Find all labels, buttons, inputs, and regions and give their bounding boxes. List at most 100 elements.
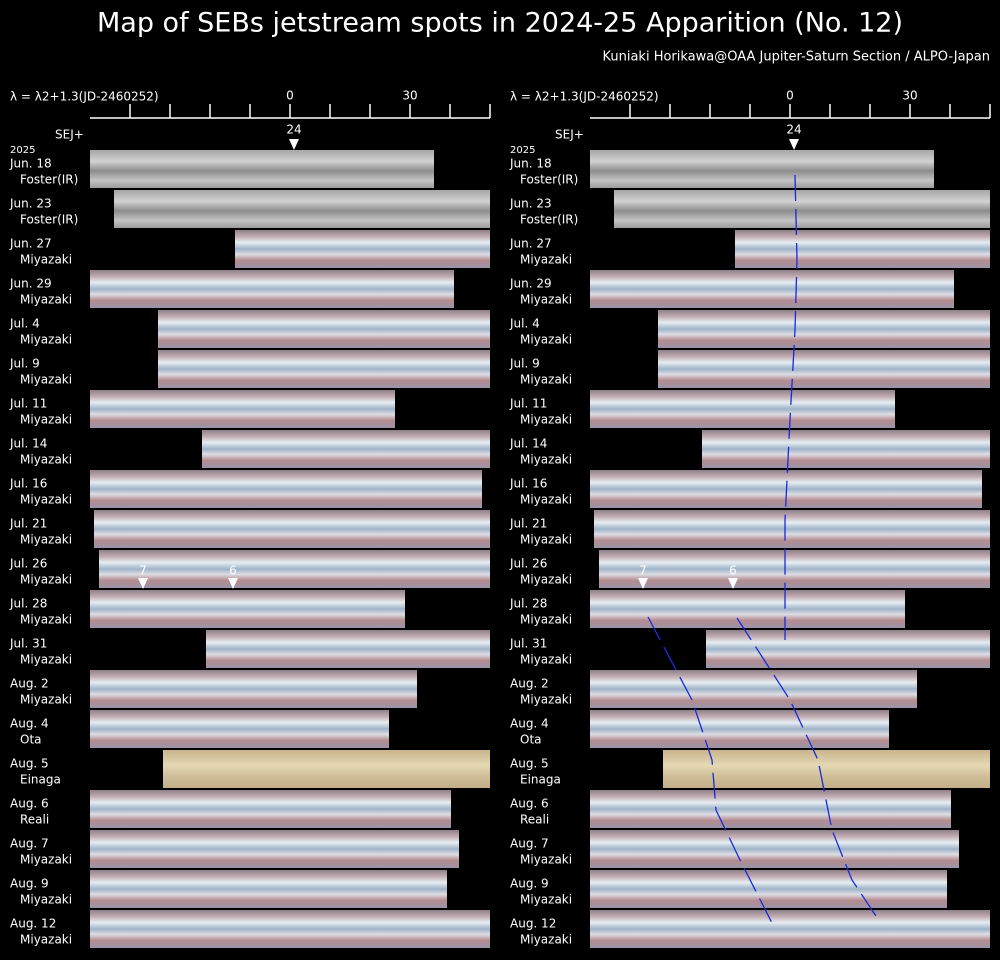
row-observer: Miyazaki: [20, 493, 72, 507]
credit: Kuniaki Horikawa@OAA Jupiter-Saturn Sect…: [602, 50, 990, 65]
image-strip: [90, 270, 454, 308]
spot-marker: [638, 578, 648, 589]
spot-marker: [789, 139, 799, 150]
image-strip: [590, 910, 990, 948]
row-observer: Miyazaki: [20, 933, 72, 947]
spot-label: 6: [729, 564, 737, 578]
reference-spot: 24: [786, 123, 801, 137]
row-observer: Ota: [20, 733, 42, 747]
axis-label: λ = λ2+1.3(JD-2460252): [10, 90, 159, 104]
axis-tick-label: 30: [902, 89, 917, 103]
row-observer: Foster(IR): [520, 213, 578, 227]
image-strip: [235, 230, 490, 268]
drift-line: [784, 174, 798, 640]
row-observer: Miyazaki: [520, 893, 572, 907]
row-date: Aug. 6: [10, 797, 49, 811]
drift-line: [647, 616, 774, 926]
spot-marker: [728, 578, 738, 589]
row-observer: Foster(IR): [20, 173, 78, 187]
row-observer: Miyazaki: [20, 853, 72, 867]
row-observer: Miyazaki: [20, 413, 72, 427]
row-date: Jun. 23: [509, 197, 552, 211]
image-strip: [114, 190, 490, 228]
row-date: Aug. 5: [10, 757, 49, 771]
row-observer: Miyazaki: [520, 933, 572, 947]
image-strip: [90, 590, 405, 628]
spot-label: 7: [639, 564, 647, 578]
row-date: Jul. 28: [9, 597, 47, 611]
row-date: Jun. 27: [9, 237, 52, 251]
image-strip: [158, 310, 490, 348]
row-date: Jul. 11: [509, 397, 547, 411]
image-strip: [599, 550, 990, 588]
row-date: Aug. 2: [10, 677, 49, 691]
row-date: Jun. 27: [509, 237, 552, 251]
image-strip: [590, 710, 889, 748]
row-observer: Ota: [520, 733, 542, 747]
row-observer: Miyazaki: [520, 613, 572, 627]
row-observer: Foster(IR): [520, 173, 578, 187]
row-date: Aug. 4: [510, 717, 549, 731]
row-date: Jul. 9: [9, 357, 40, 371]
axis-tick-label: 0: [286, 89, 294, 103]
row-date: Jul. 4: [9, 317, 40, 331]
row-date: Jul. 28: [509, 597, 547, 611]
image-strip: [90, 470, 482, 508]
row-date: Aug. 9: [10, 877, 49, 891]
image-strip: [90, 670, 417, 708]
row-date: Jul. 9: [509, 357, 540, 371]
image-strip: [99, 550, 490, 588]
row-date: Jun. 29: [509, 277, 552, 291]
reference-spot: 24: [286, 123, 301, 137]
row-observer: Miyazaki: [520, 453, 572, 467]
row-date: Jul. 14: [509, 437, 547, 451]
drift-line: [736, 617, 881, 923]
row-observer: Miyazaki: [520, 373, 572, 387]
image-strip: [590, 790, 951, 828]
row-observer: Miyazaki: [520, 653, 572, 667]
row-date: Jul. 21: [509, 517, 547, 531]
image-strip: [90, 870, 447, 908]
spot-label: 7: [139, 564, 147, 578]
row-date: Jul. 4: [509, 317, 540, 331]
image-strip: [590, 830, 959, 868]
row-observer: Einaga: [520, 773, 561, 787]
axis-label: λ = λ2+1.3(JD-2460252): [510, 90, 659, 104]
row-date: Jul. 31: [9, 637, 47, 651]
year: 2025: [10, 145, 35, 156]
spot-label: 6: [229, 564, 237, 578]
image-strip: [90, 790, 451, 828]
row-date: Jul. 26: [9, 557, 47, 571]
year: 2025: [510, 145, 535, 156]
axis-tick-label: 0: [786, 89, 794, 103]
row-date: Aug. 12: [10, 917, 56, 931]
row-date: Aug. 7: [10, 837, 49, 851]
row-date: Aug. 7: [510, 837, 549, 851]
image-strip: [90, 830, 459, 868]
row-observer: Miyazaki: [20, 653, 72, 667]
row-date: Jul. 11: [9, 397, 47, 411]
image-strip: [163, 750, 490, 788]
row-date: Jul. 16: [9, 477, 47, 491]
image-strip: [663, 750, 990, 788]
row-date: Jun. 18: [9, 157, 52, 171]
image-strip: [206, 630, 490, 668]
row-observer: Miyazaki: [520, 533, 572, 547]
image-strip: [658, 310, 990, 348]
row-observer: Miyazaki: [20, 613, 72, 627]
image-strip: [590, 270, 954, 308]
row-date: Jul. 16: [509, 477, 547, 491]
row-observer: Miyazaki: [520, 693, 572, 707]
row-observer: Miyazaki: [520, 493, 572, 507]
row-observer: Einaga: [20, 773, 61, 787]
image-strip: [735, 230, 990, 268]
row-observer: Miyazaki: [520, 413, 572, 427]
row-observer: Miyazaki: [20, 293, 72, 307]
axis-tick-label: 30: [402, 89, 417, 103]
row-observer: Miyazaki: [20, 533, 72, 547]
row-date: Aug. 4: [10, 717, 49, 731]
row-observer: Miyazaki: [20, 693, 72, 707]
